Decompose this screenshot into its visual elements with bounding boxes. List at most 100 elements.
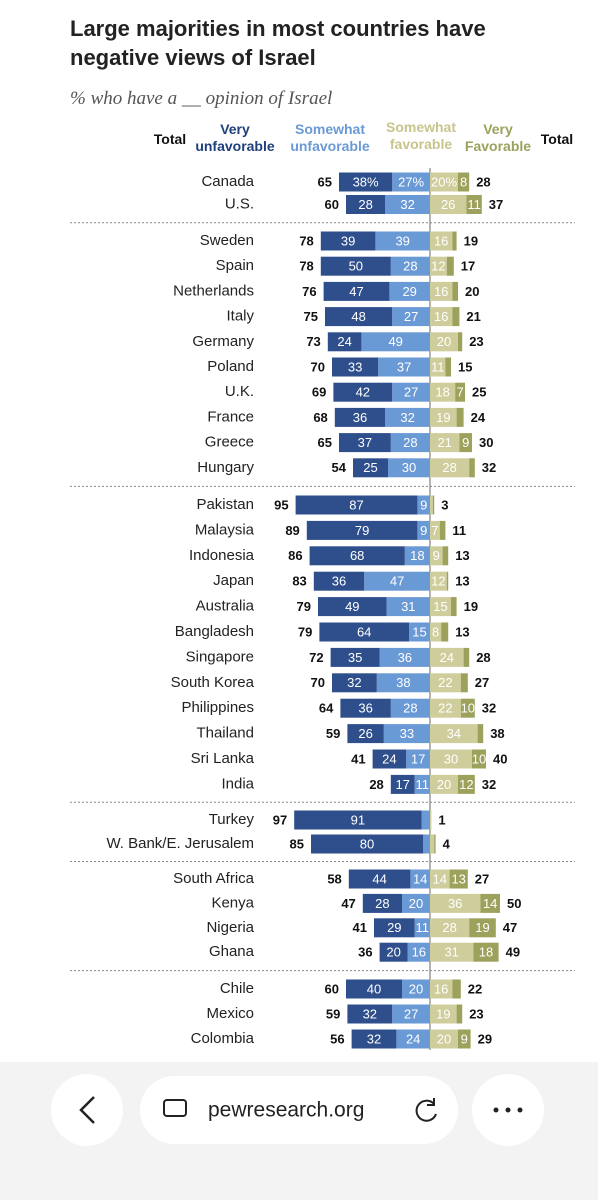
legend-total: Total [153, 131, 187, 147]
bar-segment [472, 749, 486, 769]
segment-label: 14 [413, 871, 427, 886]
total-label: 27 [475, 675, 489, 690]
bar-segment [430, 458, 470, 478]
total-label: 13 [455, 548, 469, 563]
bar-segment [430, 231, 453, 251]
bar-segment [330, 647, 380, 667]
bar-segment [332, 357, 379, 377]
legend-entry: Somewhat favorable [385, 119, 456, 152]
segment-label: 24 [337, 334, 351, 349]
segment-label: 48 [351, 309, 365, 324]
bar-segment [452, 307, 460, 327]
total-label: 85 [290, 836, 304, 851]
category-label: U.S. [225, 195, 254, 212]
dot [505, 1107, 511, 1113]
total-label: 27 [475, 871, 489, 886]
bar-segment [430, 332, 458, 352]
segment-label: 19 [475, 920, 489, 935]
bar-segment [390, 256, 430, 276]
segment-label: 8 [460, 174, 467, 189]
total-label: 70 [311, 359, 325, 374]
legend-total: Total [540, 131, 574, 147]
bar-segment [333, 382, 393, 402]
category-label: Sri Lanka [191, 750, 255, 767]
category-label: Bangladesh [175, 623, 254, 640]
total-label: 97 [273, 812, 287, 827]
segment-label: 42 [356, 385, 370, 400]
segment-label: 11 [416, 777, 430, 792]
category-label: Colombia [191, 1030, 255, 1047]
segment-label: 30 [444, 751, 458, 766]
category-label: U.K. [225, 383, 254, 400]
bar-segment [458, 774, 475, 794]
bar-segment [430, 520, 440, 540]
bar-segment [311, 834, 423, 854]
url-text: pewresearch.org [208, 1099, 364, 1122]
category-label: Malaysia [195, 521, 255, 538]
bar-segment [379, 647, 430, 667]
bar-segment [430, 979, 453, 999]
bar-segment [404, 546, 430, 566]
bar-segment [434, 834, 436, 854]
bar-segment [430, 673, 461, 693]
segment-label: 50 [349, 259, 363, 274]
segment-label: 87 [349, 497, 363, 512]
total-label: 79 [297, 599, 311, 614]
category-label: Netherlands [173, 282, 254, 299]
segment-label: 20 [409, 896, 423, 911]
segment-label: 33 [400, 726, 414, 741]
bar-segment [340, 698, 391, 718]
bar-segment [320, 256, 391, 276]
total-label: 50 [507, 896, 521, 911]
bar-segment [390, 774, 415, 794]
bar-segment [417, 520, 430, 540]
category-label: Thailand [196, 725, 254, 742]
bar-segment [480, 893, 500, 913]
category-label: Indonesia [189, 547, 255, 564]
bar-segment [376, 673, 430, 693]
bar-segment [452, 231, 457, 251]
total-label: 13 [455, 624, 469, 639]
bar-segment [458, 172, 470, 192]
bar-segment [390, 698, 430, 718]
bar-segment [390, 433, 430, 453]
back-button[interactable] [51, 1074, 123, 1146]
category-label: Kenya [211, 894, 254, 911]
segment-label: 28 [442, 920, 456, 935]
segment-label: 34 [447, 726, 461, 741]
bar-segment [430, 942, 474, 962]
chart-title: Large majorities in most countries have … [70, 16, 486, 70]
total-label: 41 [351, 751, 365, 766]
segment-label: 17 [411, 751, 425, 766]
segment-label: 39 [395, 233, 409, 248]
bar-segment [430, 834, 435, 854]
segment-label: 14 [433, 871, 447, 886]
segment-label: 20 [386, 945, 400, 960]
segment-label: 22 [438, 675, 452, 690]
total-label: 79 [298, 624, 312, 639]
total-label: 78 [299, 259, 313, 274]
segment-label: 28 [403, 701, 417, 716]
total-label: 29 [478, 1031, 492, 1046]
total-label: 38 [490, 726, 504, 741]
bar-segment [402, 979, 430, 999]
segment-label: 8 [432, 624, 439, 639]
segment-label: 18 [435, 385, 449, 400]
segment-label: 35 [348, 650, 362, 665]
total-label: 41 [353, 920, 367, 935]
bar-segment [386, 597, 430, 617]
total-label: 47 [341, 896, 355, 911]
segment-label: 13 [451, 871, 465, 886]
segment-label: 36 [353, 410, 367, 425]
category-label: Singapore [186, 648, 254, 665]
url-pill[interactable] [140, 1076, 458, 1144]
total-label: 23 [469, 334, 483, 349]
segment-label: 27 [404, 1006, 418, 1021]
reload-icon[interactable] [415, 1098, 437, 1122]
bar-segment [430, 698, 461, 718]
segment-label: 40 [367, 981, 381, 996]
bar-segment [449, 869, 468, 889]
bar-segment [446, 571, 449, 591]
segment-label: 80 [360, 836, 374, 851]
segment-label: 91 [351, 812, 365, 827]
